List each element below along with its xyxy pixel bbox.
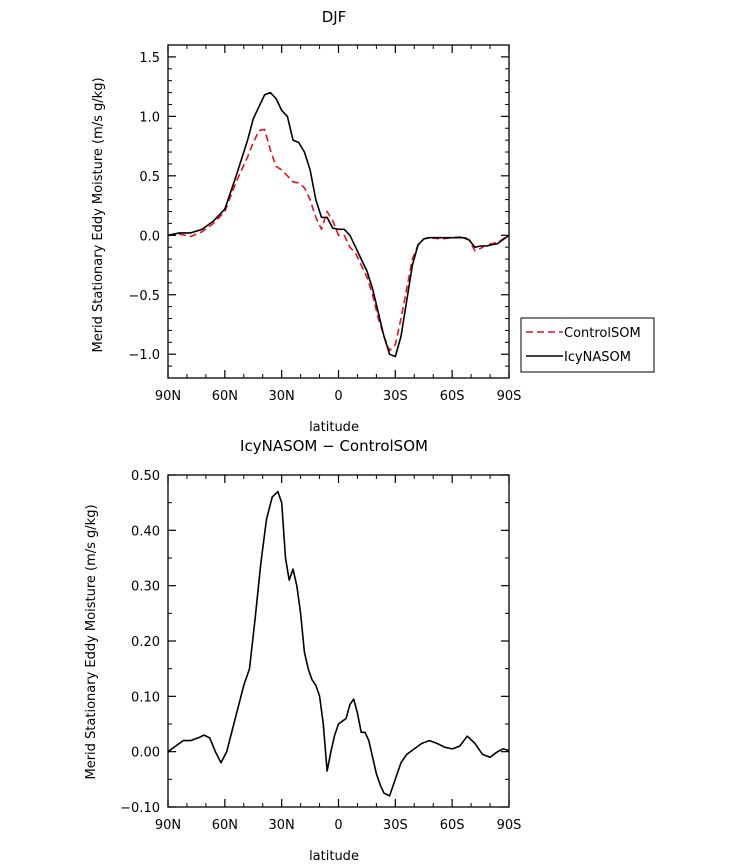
plot-frame [167, 474, 510, 808]
series-line-controlsom [167, 128, 510, 352]
plot-frame [167, 44, 510, 379]
legend: ControlSOM IcyNASOM [520, 317, 655, 373]
plot-content [167, 490, 510, 797]
series-line-icynasom [167, 91, 510, 358]
y-tick-label: 0.20 [131, 635, 160, 650]
x-tick-label: 30S [383, 818, 408, 833]
axes: 90N 60N 30N 0 30S 60S 90S −0.10 0.00 0.10 0.20 0.30… [120, 469, 521, 833]
x-tick-label: 90N [155, 389, 181, 404]
chart-title: IcyNASOM − ControlSOM [240, 437, 428, 455]
x-tick-label: 90N [155, 818, 181, 833]
y-axis-label: Merid Stationary Eddy Moisture (m/s g/kg… [91, 77, 106, 352]
x-tick-label: 30S [383, 389, 408, 404]
y-tick-label: −0.5 [128, 289, 160, 304]
axes: 90N 60N 30N 0 30S 60S 90S −1.0 −0.5 0.0 0.5 1.0 1.5 [128, 44, 522, 404]
y-tick-label: 0.50 [131, 469, 160, 484]
y-tick-label: −1.0 [128, 348, 160, 363]
legend-label-controlsom: ControlSOM [564, 326, 641, 341]
x-tick-label: 30N [269, 389, 295, 404]
chart-title: DJF [322, 8, 347, 26]
x-tick-label: 60N [212, 818, 238, 833]
x-tick-label: 90S [497, 389, 522, 404]
x-tick-label: 90S [497, 818, 522, 833]
chart-bottom: IcyNASOM − ControlSOM 90N 60N 30N 0 30S 60S 90… [84, 437, 521, 864]
x-tick-label: 60S [440, 818, 465, 833]
x-tick-label: 60N [212, 389, 238, 404]
y-tick-label: 1.0 [139, 110, 160, 125]
plot-content [167, 91, 510, 358]
y-tick-label: −0.10 [120, 801, 160, 816]
y-tick-label: 0.40 [131, 524, 160, 539]
x-tick-label: 0 [334, 818, 342, 833]
y-tick-label: 0.5 [139, 170, 160, 185]
x-tick-label: 0 [334, 389, 342, 404]
legend-box [520, 317, 655, 373]
legend-label-icynasom: IcyNASOM [564, 350, 631, 365]
y-tick-label: 0.0 [139, 229, 160, 244]
y-tick-label: 1.5 [139, 51, 160, 66]
y-tick-label: 0.00 [131, 746, 160, 761]
series-line-diff [167, 490, 510, 797]
x-axis-label: latitude [309, 849, 359, 864]
y-axis-label: Merid Stationary Eddy Moisture (m/s g/kg… [84, 504, 99, 779]
x-axis-label: latitude [309, 420, 359, 435]
chart-top: DJF 90N 60N 30N 0 30S 60S 90S −1.0 −0.5 0.0 0.5 1.0… [91, 8, 655, 435]
y-tick-label: 0.30 [131, 580, 160, 595]
y-tick-label: 0.10 [131, 690, 160, 705]
x-tick-label: 30N [269, 818, 295, 833]
x-tick-label: 60S [440, 389, 465, 404]
